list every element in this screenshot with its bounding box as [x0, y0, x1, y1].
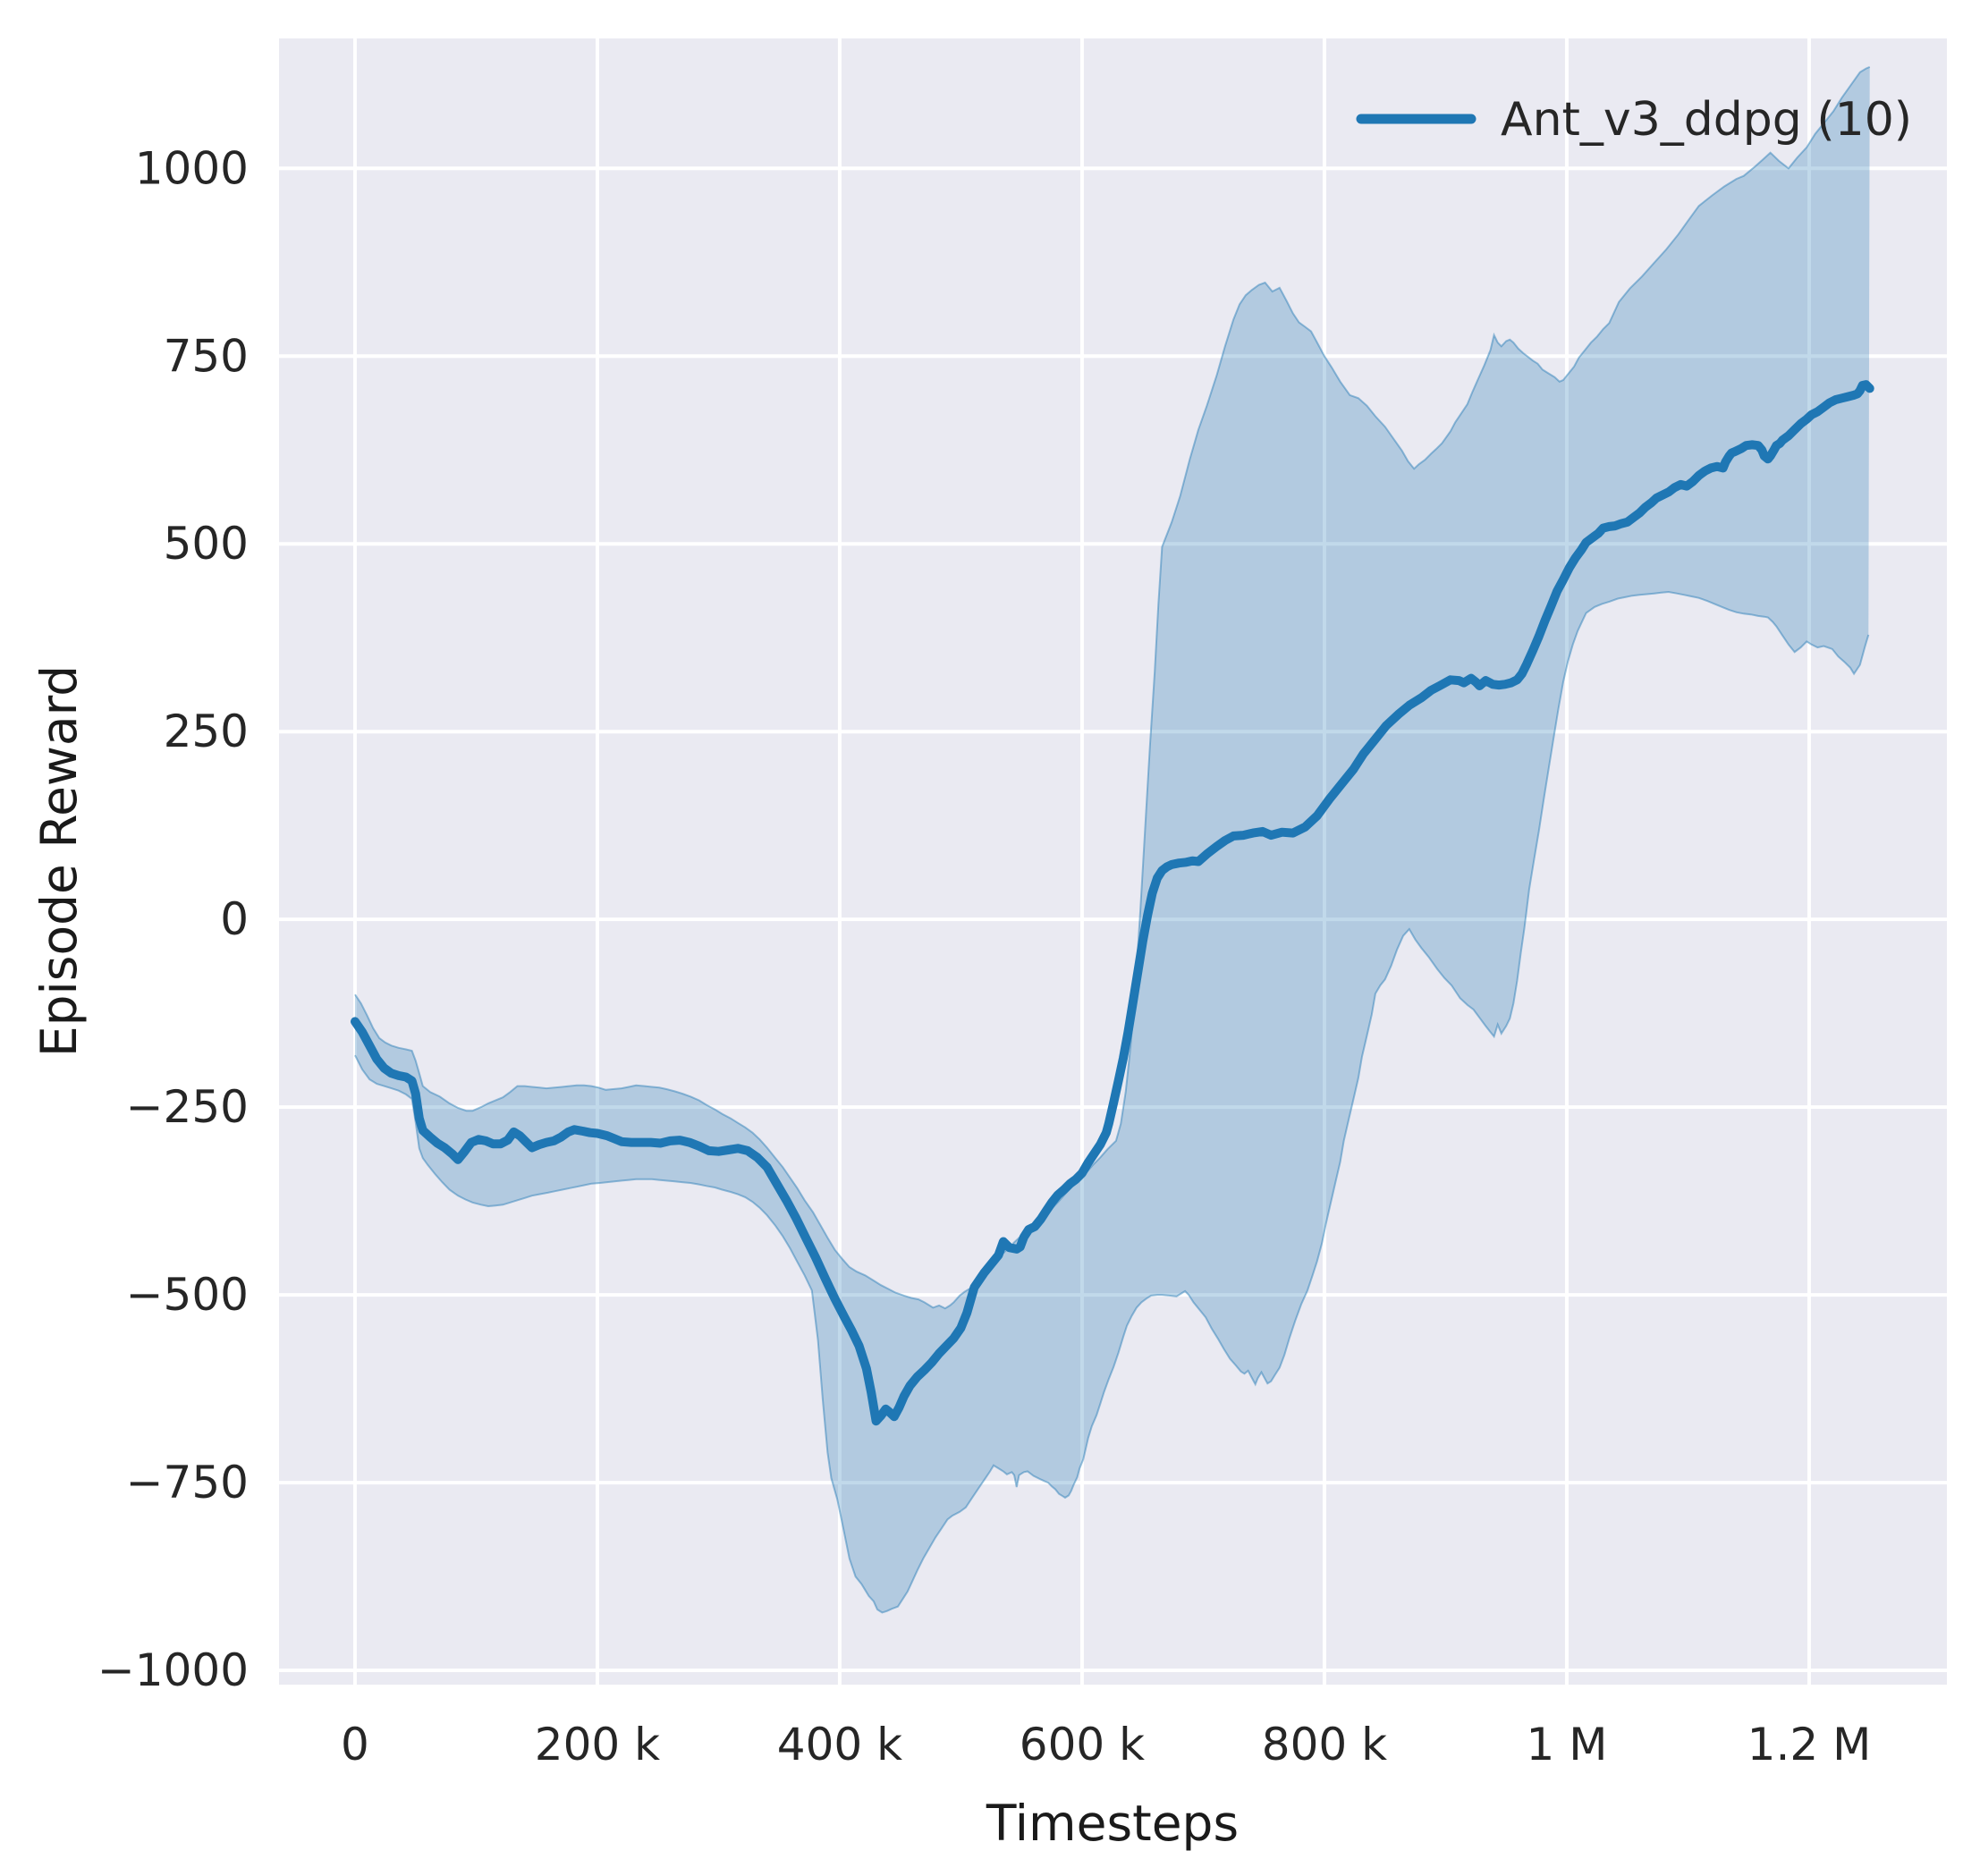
legend: Ant_v3_ddpg (10) — [1356, 93, 1912, 147]
x-tick-label: 1.2 M — [1747, 1719, 1872, 1770]
x-tick-label: 800 k — [1262, 1719, 1387, 1770]
x-axis-label: Timesteps — [986, 1795, 1239, 1852]
x-tick-labels: 0 200 k 400 k 600 k 800 k 1 M 1.2 M — [341, 1719, 1871, 1770]
plot-area — [351, 65, 1874, 1614]
y-tick-label: 1000 — [135, 142, 249, 194]
plot-panel — [279, 38, 1947, 1685]
y-tick-label: 250 — [164, 706, 249, 757]
y-tick-label: −1000 — [97, 1644, 249, 1696]
y-tick-labels: 1000 750 500 250 0 −250 −500 −750 −1000 — [97, 142, 249, 1696]
y-tick-label: −500 — [126, 1269, 249, 1321]
legend-label: Ant_v3_ddpg (10) — [1501, 93, 1912, 147]
y-tick-label: −750 — [126, 1457, 249, 1508]
x-tick-label: 0 — [341, 1719, 369, 1770]
y-axis-label: Episode Reward — [30, 665, 88, 1057]
x-tick-label: 1 M — [1527, 1719, 1608, 1770]
confidence-band-lower-edge — [354, 590, 1870, 1614]
x-tick-label: 400 k — [777, 1719, 902, 1770]
x-tick-label: 600 k — [1020, 1719, 1145, 1770]
confidence-band-upper-edge — [354, 65, 1871, 1310]
y-tick-label: 750 — [164, 330, 249, 382]
y-tick-label: −250 — [126, 1081, 249, 1133]
gridlines — [279, 38, 1947, 1685]
y-tick-label: 500 — [164, 518, 249, 570]
confidence-band — [355, 66, 1870, 1613]
mean-reward-line — [351, 380, 1874, 1426]
y-tick-label: 0 — [220, 893, 249, 945]
x-tick-label: 200 k — [535, 1719, 660, 1770]
